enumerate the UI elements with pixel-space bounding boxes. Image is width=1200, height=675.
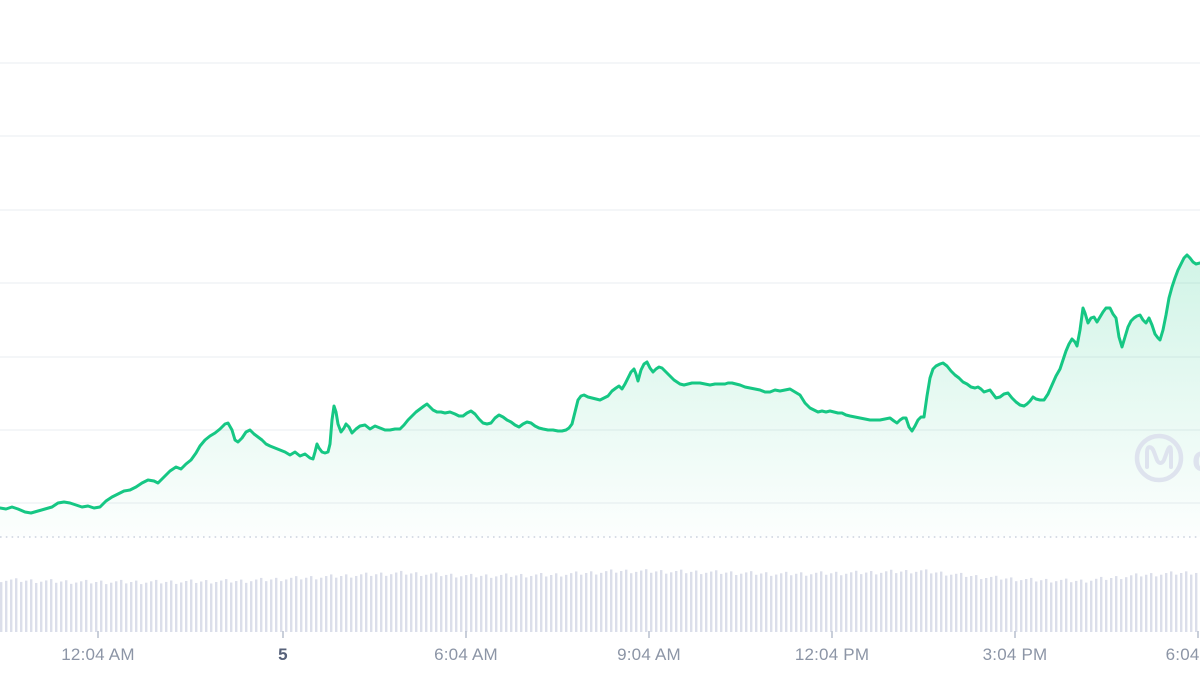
x-axis-ticks bbox=[97, 631, 1199, 638]
price-line bbox=[0, 253, 1200, 515]
watermark-partial-text: c bbox=[1192, 438, 1200, 479]
coinmarketcap-watermark-icon: c bbox=[1134, 433, 1200, 483]
volume-bars bbox=[0, 569, 1198, 632]
price-area-fill bbox=[0, 255, 1200, 537]
